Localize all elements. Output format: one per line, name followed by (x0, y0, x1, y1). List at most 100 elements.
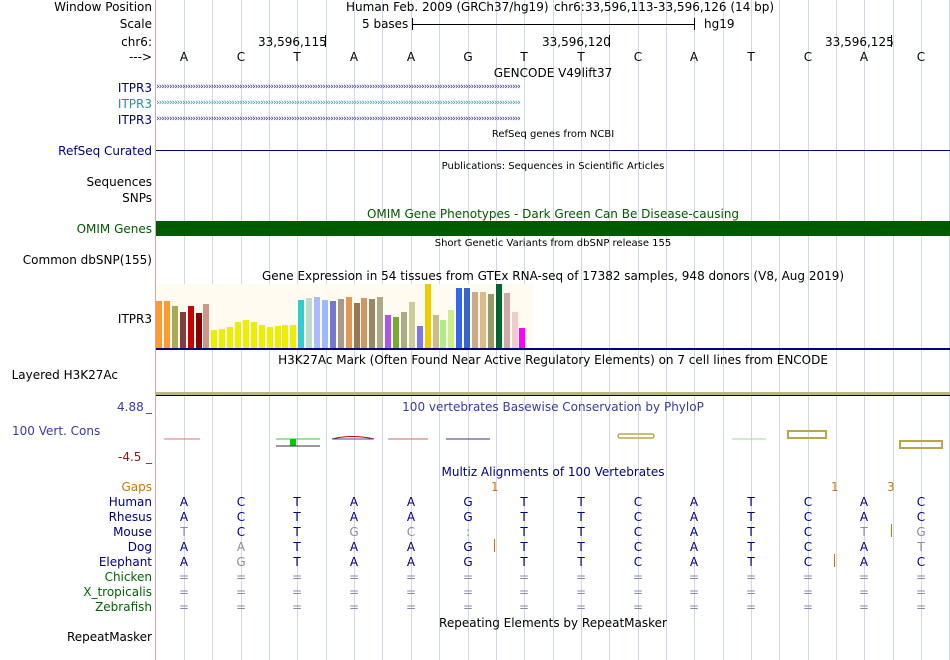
gtex-tissue-bar[interactable] (338, 299, 344, 348)
alignment-base: A (236, 540, 246, 554)
gtex-tissue-bar[interactable] (219, 329, 225, 348)
alignment-base: C (916, 510, 926, 524)
gencode-label-1[interactable]: ITPR3 (117, 81, 152, 95)
species-label[interactable]: Chicken (104, 570, 152, 584)
alignment-base: = (518, 585, 530, 599)
gap-count-3: 3 (887, 480, 895, 494)
base-letter: C (803, 50, 813, 64)
h3k27ac-label[interactable]: Layered H3K27Ac (11, 368, 118, 382)
gtex-tissue-bar[interactable] (464, 288, 470, 348)
sequences-label[interactable]: Sequences (86, 175, 152, 189)
gtex-tissue-bar[interactable] (361, 298, 367, 348)
alignment-base: T (293, 510, 301, 524)
alignment-base: T (860, 525, 868, 539)
gtex-tissue-bar[interactable] (188, 306, 194, 348)
gtex-tissue-bar[interactable] (385, 315, 391, 348)
omim-label[interactable]: OMIM Genes (76, 222, 152, 236)
alignment-base: = (348, 600, 360, 614)
gencode-label-2[interactable]: ITPR3 (117, 97, 152, 111)
species-label[interactable]: Mouse (113, 525, 152, 539)
gtex-tissue-bar[interactable] (393, 317, 399, 348)
gtex-tissue-bar[interactable] (156, 301, 162, 348)
species-label[interactable]: Human (108, 495, 152, 509)
direction-label[interactable]: ---> (128, 50, 152, 64)
refseq-gene-line[interactable] (156, 150, 950, 151)
gtex-tissue-bar[interactable] (401, 312, 407, 348)
gtex-tissue-bar[interactable] (211, 330, 217, 348)
gtex-tissue-bar[interactable] (235, 322, 241, 348)
gtex-tissue-bar[interactable] (456, 288, 462, 348)
gtex-tissue-bar[interactable] (322, 300, 328, 348)
alignment-base: = (405, 570, 417, 584)
gtex-tissue-bar[interactable] (425, 284, 431, 348)
alignment-base: T (577, 495, 585, 509)
elephant-gap-marker (834, 554, 835, 567)
gtex-tissue-bar[interactable] (259, 325, 265, 348)
gencode-transcript-2[interactable]: ››››››››››››››››››››››››››››››››››››››››… (156, 98, 950, 108)
gtex-tissue-bar[interactable] (267, 327, 273, 348)
gtex-tissue-bar[interactable] (243, 320, 249, 348)
gtex-tissue-bar[interactable] (251, 322, 257, 348)
gtex-tissue-bar[interactable] (306, 298, 312, 348)
alignment-base: T (293, 525, 301, 539)
repeatmasker-label[interactable]: RepeatMasker (66, 630, 152, 644)
gtex-tissue-bar[interactable] (354, 303, 360, 348)
alignment-base: = (858, 585, 870, 599)
gtex-tissue-bar[interactable] (282, 325, 288, 348)
species-label[interactable]: Rhesus (108, 510, 152, 524)
refseq-track-title: RefSeq genes from NCBI (491, 129, 615, 140)
gaps-label[interactable]: Gaps (121, 480, 152, 494)
species-label[interactable]: Zebrafish (95, 600, 152, 614)
omim-gene-bar[interactable] (156, 221, 950, 236)
gtex-tissue-bar[interactable] (290, 325, 296, 348)
species-label[interactable]: Dog (127, 540, 152, 554)
gtex-tissue-bar[interactable] (172, 306, 178, 348)
gencode-label-3[interactable]: ITPR3 (117, 113, 152, 127)
gtex-tissue-bar[interactable] (275, 326, 281, 348)
refseq-label[interactable]: RefSeq Curated (58, 144, 152, 158)
alignment-base: G (463, 495, 473, 509)
gtex-tissue-bar[interactable] (512, 312, 518, 348)
gtex-tissue-bar[interactable] (346, 297, 352, 348)
gtex-tissue-bar[interactable] (330, 301, 336, 348)
gtex-tissue-bar[interactable] (440, 320, 446, 348)
alignment-base: = (575, 570, 587, 584)
gtex-label[interactable]: ITPR3 (117, 312, 152, 326)
phylop-wiggle[interactable] (156, 425, 950, 453)
gtex-tissue-bar[interactable] (196, 313, 202, 348)
gtex-tissue-bar[interactable] (504, 293, 510, 348)
gtex-tissue-bar[interactable] (480, 292, 486, 348)
gtex-tissue-bar[interactable] (433, 315, 439, 348)
assembly-name: Human Feb. 2009 (GRCh37/hg19) (346, 0, 549, 14)
species-label[interactable]: Elephant (98, 555, 152, 569)
gtex-tissue-bar[interactable] (164, 301, 170, 348)
gtex-tissue-bar[interactable] (203, 304, 209, 348)
gtex-tissue-bar[interactable] (448, 310, 454, 348)
gtex-tissue-bar[interactable] (377, 297, 383, 348)
gtex-tissue-bar[interactable] (472, 292, 478, 348)
gtex-tissue-bar[interactable] (417, 326, 423, 348)
alignment-base: = (915, 600, 927, 614)
alignment-base: T (747, 510, 755, 524)
gencode-transcript-1[interactable]: ››››››››››››››››››››››››››››››››››››››››… (156, 82, 950, 92)
alignment-base: A (406, 540, 416, 554)
alignment-base: T (917, 540, 925, 554)
alignment-base: T (747, 525, 755, 539)
species-label[interactable]: X_tropicalis (83, 585, 152, 599)
alignment-base: = (178, 600, 190, 614)
gtex-tissue-bar[interactable] (496, 284, 502, 348)
snps-label[interactable]: SNPs (122, 191, 152, 205)
gtex-tissue-bar[interactable] (369, 299, 375, 348)
gtex-tissue-bar[interactable] (409, 302, 415, 348)
h3k27ac-signal[interactable] (156, 392, 950, 395)
gtex-tissue-bar[interactable] (519, 328, 525, 348)
gencode-transcript-3[interactable]: ››››››››››››››››››››››››››››››››››››››››… (156, 114, 950, 124)
publications-track-title: Publications: Sequences in Scientific Ar… (441, 161, 665, 172)
gtex-tissue-bar[interactable] (180, 312, 186, 348)
phylop-label[interactable]: 100 Vert. Cons (12, 424, 101, 438)
gtex-tissue-bar[interactable] (298, 300, 304, 348)
dbsnp-label[interactable]: Common dbSNP(155) (22, 253, 152, 267)
gtex-tissue-bar[interactable] (314, 297, 320, 348)
gtex-tissue-bar[interactable] (488, 294, 494, 348)
gtex-tissue-bar[interactable] (227, 327, 233, 348)
